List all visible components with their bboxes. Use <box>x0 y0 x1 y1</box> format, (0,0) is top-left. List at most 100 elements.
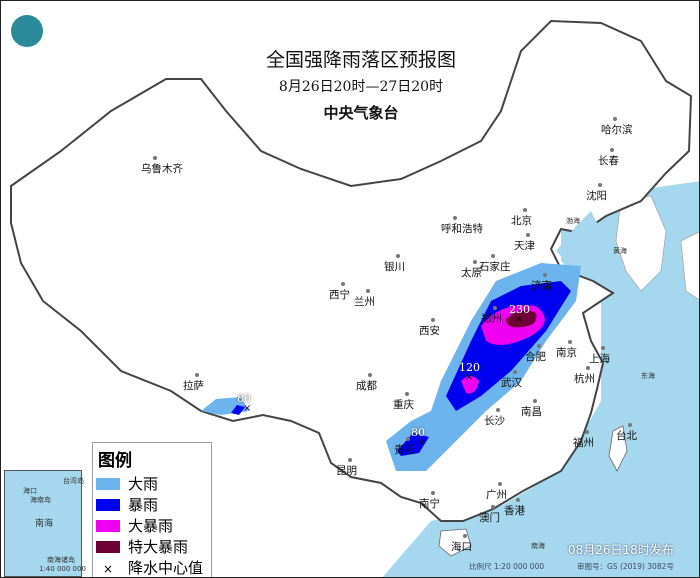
issue-time: 08月26日18时发布 <box>568 543 674 557</box>
city-dot <box>406 437 410 441</box>
legend-label: 暴雨 <box>128 496 159 514</box>
inset-sea: 南海 <box>35 519 54 529</box>
rain-center-marker-icon: × <box>515 314 524 325</box>
rain-heavy-storm-area <box>461 305 545 394</box>
legend-item: 大雨 <box>96 473 211 494</box>
south-china-sea-inset: 海口 海南岛 台湾岛 南海 南海诸岛 1:40 000 000 <box>4 470 86 577</box>
city-dot <box>613 117 617 121</box>
rain-storm-area-tibet <box>231 405 245 415</box>
inset-haikou: 海口 <box>23 487 37 495</box>
korea-japan-land <box>615 195 699 301</box>
city-label: 重庆 <box>393 399 414 411</box>
city-label: 呼和浩特 <box>441 223 483 235</box>
city-dot <box>586 366 590 370</box>
city-label: 武汉 <box>501 377 522 389</box>
city-label: 石家庄 <box>479 261 511 273</box>
city-dot <box>498 482 502 486</box>
city-label: 乌鲁木齐 <box>141 163 183 175</box>
city-label: 长沙 <box>484 415 505 427</box>
city-label: 银川 <box>384 261 405 273</box>
city-dot <box>491 505 495 509</box>
rain-center-value: 80 <box>237 392 251 405</box>
city-dot <box>368 373 372 377</box>
sea-label-bohai: 渤海 <box>566 217 580 225</box>
city-dot <box>493 306 497 310</box>
china-outline <box>10 19 693 522</box>
city-label: 沈阳 <box>586 190 607 202</box>
city-dot <box>543 273 547 277</box>
taiwan-island <box>608 425 628 472</box>
city-dot <box>366 289 370 293</box>
city-dot <box>628 423 632 427</box>
sea-area <box>382 181 699 577</box>
city-dot <box>537 344 541 348</box>
city-label: 合肥 <box>525 351 546 363</box>
legend: 图例 大雨暴雨大暴雨特大暴雨 × 降水中心值 <box>92 442 212 577</box>
city-dot <box>491 254 495 258</box>
legend-item: 大暴雨 <box>96 515 211 536</box>
rain-center-marker-icon: × <box>465 372 474 383</box>
city-label: 拉萨 <box>183 380 204 392</box>
legend-label: 降水中心值 <box>128 559 204 577</box>
city-dot <box>431 491 435 495</box>
city-label: 西宁 <box>329 289 350 301</box>
city-label: 郑州 <box>481 313 502 325</box>
city-dot <box>341 282 345 286</box>
rain-extreme-storm-area <box>506 310 537 328</box>
sea-label-yellow: 黄海 <box>613 247 627 255</box>
forecast-period: 8月26日20时—27日20时 <box>278 79 444 95</box>
city-label: 香港 <box>504 505 525 517</box>
city-label: 上海 <box>589 353 610 365</box>
city-label: 哈尔滨 <box>601 124 633 136</box>
city-label: 澳门 <box>479 512 500 524</box>
legend-label: 特大暴雨 <box>128 538 189 556</box>
city-dot <box>463 534 467 538</box>
city-dot <box>601 346 605 350</box>
map-title: 全国强降雨落区预报图 <box>265 49 456 71</box>
city-label: 南昌 <box>521 406 542 418</box>
issuer: 中央气象台 <box>323 104 399 122</box>
city-dot <box>610 148 614 152</box>
city-dot <box>453 216 457 220</box>
city-dot <box>585 430 589 434</box>
legend-label: 大雨 <box>128 475 159 493</box>
city-dot <box>533 399 537 403</box>
legend-swatch <box>96 519 120 532</box>
cross-marker-icon: × <box>102 561 114 576</box>
city-dot <box>598 183 602 187</box>
approval-number: 审图号：GS (2019) 3082号 <box>577 562 674 571</box>
city-label: 济南 <box>531 280 552 292</box>
city-label: 贵阳 <box>394 444 415 456</box>
rain-center-marker-icon: × <box>417 437 426 448</box>
bohai-sea <box>556 211 601 266</box>
legend-item: 特大暴雨 <box>96 536 211 557</box>
city-dot <box>526 233 530 237</box>
city-label: 天津 <box>514 240 535 252</box>
cma-logo-icon <box>11 15 43 47</box>
sea-label-south: 南海 <box>531 542 545 550</box>
city-dot <box>568 340 572 344</box>
rain-center-value: 230 <box>509 303 530 316</box>
legend-title: 图例 <box>98 451 132 471</box>
city-dot <box>153 156 157 160</box>
rain-center-marker-icon: × <box>243 403 252 414</box>
city-label: 福州 <box>573 437 594 449</box>
inset-taiwan: 台湾岛 <box>63 477 84 485</box>
city-label: 成都 <box>356 380 377 392</box>
city-label: 南宁 <box>419 498 440 510</box>
rainfall-areas <box>201 263 581 471</box>
city-dot <box>396 254 400 258</box>
city-dot <box>523 208 527 212</box>
city-label: 北京 <box>511 215 532 227</box>
map-scale: 比例尺 1:20 000 000 <box>469 562 545 571</box>
legend-label: 大暴雨 <box>128 517 174 535</box>
legend-swatch <box>96 477 120 490</box>
rain-center-value: 120 <box>459 361 480 374</box>
city-dot <box>431 318 435 322</box>
legend-item: × 降水中心值 <box>96 557 211 577</box>
city-label: 昆明 <box>336 465 357 477</box>
city-label: 南京 <box>556 347 577 359</box>
city-dot <box>348 458 352 462</box>
legend-swatch <box>96 498 120 511</box>
